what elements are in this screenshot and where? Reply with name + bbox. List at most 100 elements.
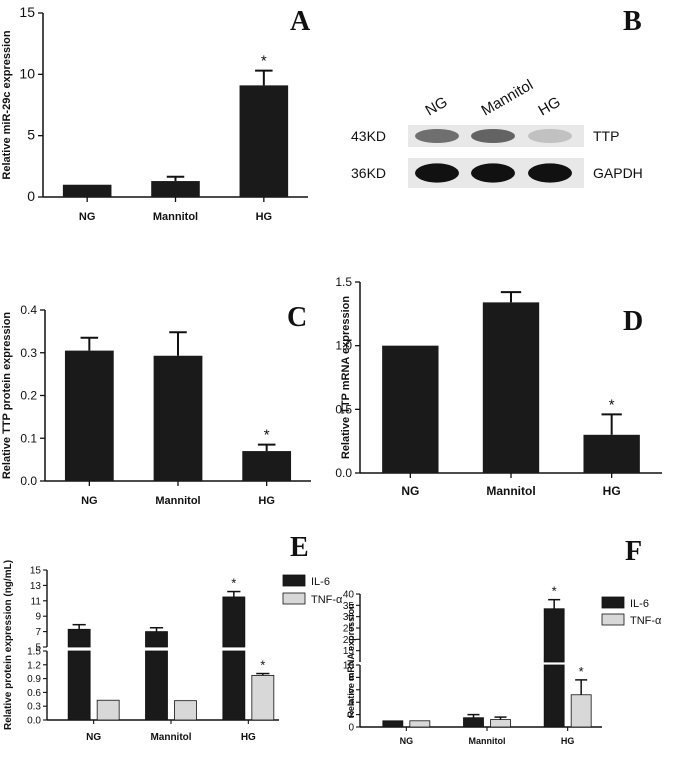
x-category-label: Mannitol [486,484,535,498]
y-axis-label: Relative protein expression (ng/mL) [3,560,14,730]
y-tick-label: 9 [35,612,41,623]
blot-band [415,163,459,183]
x-category-label: NG [400,736,414,746]
blot-band [528,128,572,144]
bar [583,434,640,473]
bar [222,596,246,648]
protein-label: TTP [593,128,619,144]
panel-letter-c: C [287,302,307,333]
bar [490,719,511,728]
y-tick-label: 0 [27,188,35,204]
x-category-label: NG [401,484,419,498]
y-tick-label: 0.3 [27,702,41,713]
y-tick-label: 10 [343,661,355,672]
y-tick-label: 15 [343,646,355,657]
panel-letter-f: F [625,536,642,567]
bar [409,720,431,728]
y-tick-label: 13 [30,581,42,592]
lane-label: HG [536,93,564,119]
y-tick-label: 1.5 [27,647,41,658]
y-tick-label: 0.5 [335,402,352,416]
significance-marker: * [609,396,615,413]
y-tick-label: 0.9 [27,674,41,685]
bar [145,631,168,648]
bar-lower-segment [145,650,168,721]
y-tick-label: 0.4 [20,303,37,317]
bar-lower-segment [543,664,565,728]
significance-marker: * [552,584,557,599]
significance-marker: * [260,658,265,673]
x-category-label: Mannitol [153,211,198,223]
y-tick-label: 0.3 [20,346,37,360]
bar [543,608,565,663]
legend-swatch [601,613,625,626]
y-tick-label: 0.0 [20,474,37,488]
y-tick-label: 2 [348,710,354,721]
significance-marker: * [261,53,267,70]
legend-swatch [601,596,625,609]
panel-letter-a: A [290,6,311,37]
protein-label: GAPDH [593,165,643,181]
x-category-label: HG [256,211,273,223]
blot-band [471,128,515,144]
legend-label: TNF-α [311,594,343,606]
blot-band [528,163,572,183]
x-category-label: HG [561,736,575,746]
bar [251,674,275,721]
x-category-label: HG [241,732,256,743]
bar [570,694,592,728]
bar [382,720,404,728]
y-tick-label: 0.0 [335,466,352,480]
y-axis-label: Relative mRNA expression [346,603,356,717]
bar [239,85,289,197]
y-tick-label: 15 [30,566,42,577]
y-tick-label: 0.1 [20,431,37,445]
y-tick-label: 6 [348,685,354,696]
legend-swatch [282,574,306,587]
lane-label: Mannitol [479,76,537,119]
chart-d: 0.0 0.5 1.0 1.5 Relative TTP mRNA expression… [335,275,662,498]
y-axis-label: Relative miR-29c expression [1,30,13,179]
legend-swatch [282,592,306,605]
y-tick-label: 4 [348,698,354,709]
bar [151,181,200,197]
blot-band [415,128,459,144]
y-tick-label: 1.0 [335,339,352,353]
legend-label: IL-6 [311,576,330,588]
x-category-label: NG [86,732,101,743]
legend-label: TNF-α [630,615,662,627]
y-tick-label: 30 [343,612,355,623]
western-blot: NG Mannitol HG 43KD TTP 36KD GAPDH [351,76,643,188]
y-tick-label: 5 [35,643,41,654]
chart-c: 0.0 0.1 0.2 0.3 0.4 Relative TTP protein expr… [1,303,311,507]
y-axis-label: Relative TTP protein expression [1,312,13,480]
significance-marker: * [231,576,236,591]
x-category-label: Mannitol [155,495,200,507]
legend-label: IL-6 [630,598,649,610]
bar-lower-segment [222,650,246,721]
y-tick-label: 10 [19,65,35,81]
panel-letter-b: B [623,6,642,37]
x-category-label: NG [81,495,98,507]
lane-label: NG [423,93,451,119]
y-tick-label: 25 [343,624,355,635]
y-tick-label: 1.2 [27,660,41,671]
bar [64,350,114,481]
bar [382,345,439,473]
molecular-weight-label: 43KD [351,128,386,144]
y-tick-label: 15 [19,4,35,20]
x-category-label: Mannitol [469,736,506,746]
bar [174,700,197,721]
bar [96,699,120,721]
bar [67,628,91,648]
significance-marker: * [579,664,584,679]
y-tick-label: 35 [343,601,355,612]
bar [153,355,203,481]
panel-letter-d: D [623,306,643,337]
bar-lower-segment [67,650,91,721]
y-tick-label: 11 [31,596,42,607]
bar [62,184,112,197]
y-tick-label: 20 [343,635,355,646]
y-tick-label: 5 [27,127,35,143]
